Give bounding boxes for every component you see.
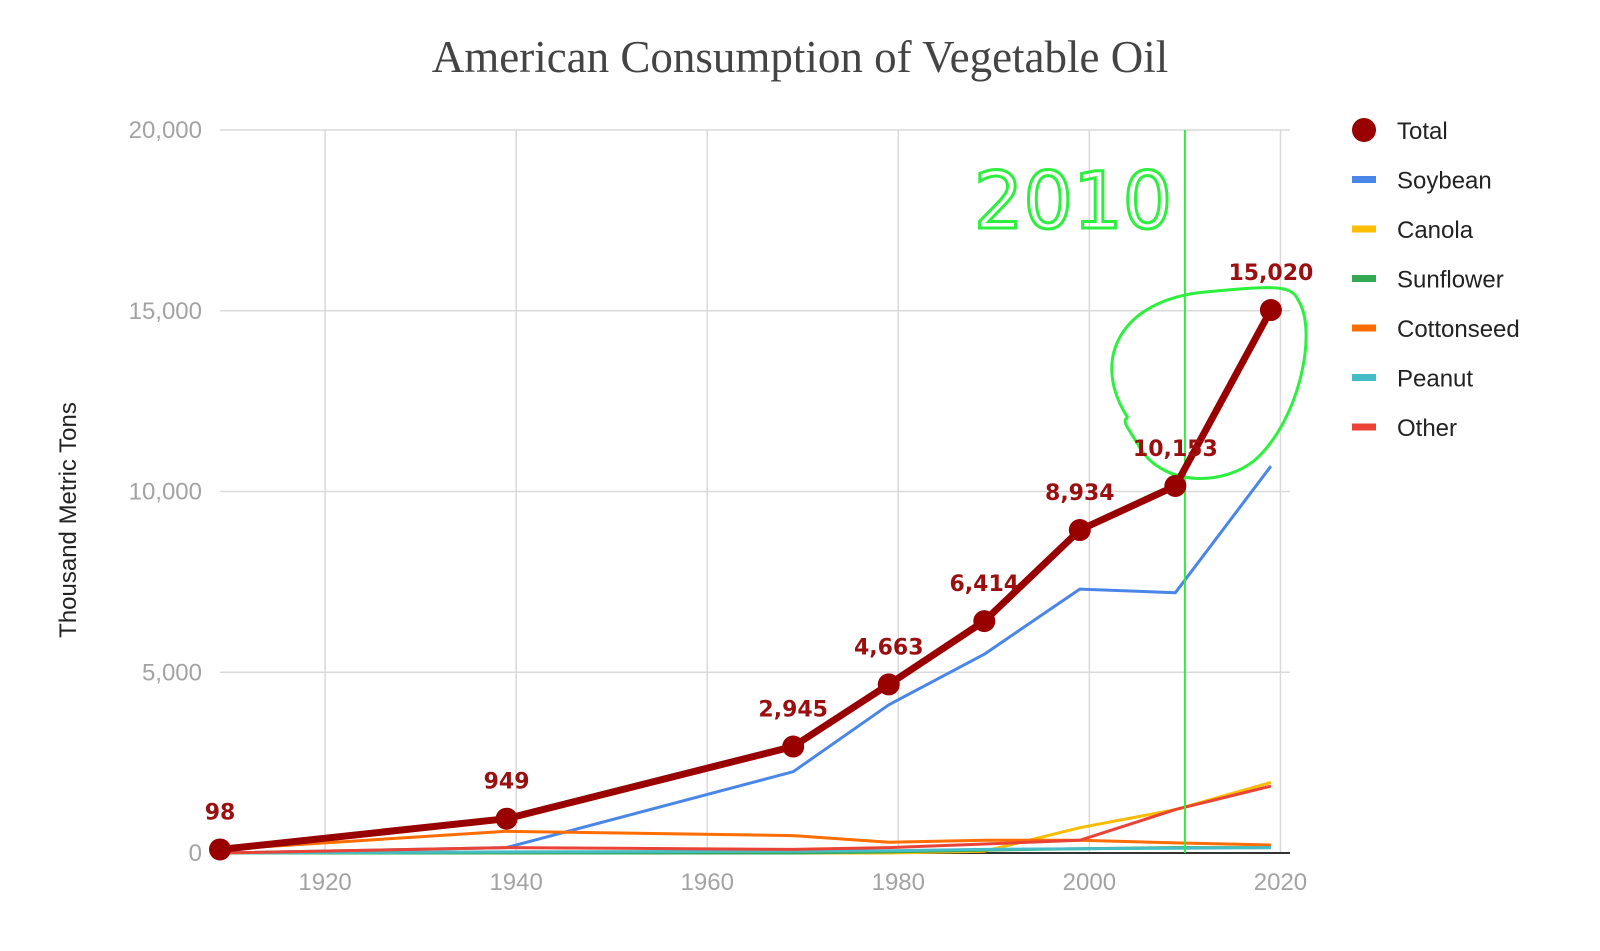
legend-label-cottonseed: Cottonseed [1397, 316, 1520, 343]
series-lines [219, 465, 1273, 855]
y-tick-label: 20,000 [129, 117, 202, 144]
series-line-other [219, 784, 1272, 855]
y-tick-label: 5,000 [142, 659, 202, 686]
total-point [1164, 474, 1187, 497]
y-tick-label: 15,000 [129, 298, 202, 325]
x-tick-label: 2000 [1063, 869, 1116, 896]
total-point [877, 673, 900, 696]
total-data-label: 2,945 [758, 698, 828, 723]
x-tick-label: 1920 [298, 869, 351, 896]
series-line-peanut [219, 846, 1271, 855]
legend-marker-total [1352, 118, 1376, 142]
annotation-2010: 2010 [972, 130, 1308, 853]
total-point [1259, 299, 1282, 322]
total-data-label: 6,414 [949, 572, 1019, 597]
y-tick-label: 0 [189, 840, 202, 867]
legend-label-canola: Canola [1397, 217, 1474, 244]
legend-swatch-sunflower [1352, 275, 1376, 282]
annotation-label: 2010 [974, 157, 1173, 247]
chart-title: American Consumption of Vegetable Oil [432, 32, 1169, 82]
legend: Total Soybean Canola Sunflower Cottonseed Pea… [1352, 118, 1520, 442]
total-data-label: 4,663 [854, 635, 924, 660]
legend-label-total: Total [1397, 118, 1448, 145]
x-tick-label: 1940 [489, 869, 542, 896]
axis-labels: 0 5,000 10,000 15,000 20,000 1920 1940 1960 1980… [129, 117, 1308, 896]
total-point [209, 838, 231, 861]
legend-swatch-soybean [1352, 176, 1376, 183]
legend-label-peanut: Peanut [1397, 366, 1473, 393]
x-tick-label: 1980 [872, 869, 925, 896]
x-tick-label: 2020 [1254, 869, 1307, 896]
total-series: 98 949 2,945 4,663 6,414 8,934 10,153 15,020 [205, 261, 1313, 861]
series-line-total [219, 308, 1274, 853]
total-point [973, 610, 996, 633]
legend-swatch-peanut [1352, 374, 1376, 381]
total-data-label: 15,020 [1228, 261, 1313, 286]
legend-swatch-other [1352, 423, 1376, 431]
series-line-cottonseed [219, 829, 1271, 851]
total-data-label: 8,934 [1045, 481, 1115, 506]
total-point [782, 735, 805, 758]
total-data-label: 10,153 [1133, 437, 1218, 462]
total-point [495, 807, 518, 830]
total-data-label: 98 [205, 800, 236, 825]
legend-label-soybean: Soybean [1397, 168, 1492, 195]
x-tick-label: 1960 [681, 869, 734, 896]
legend-label-sunflower: Sunflower [1397, 267, 1504, 294]
annotation-circle [1110, 286, 1308, 480]
legend-label-other: Other [1397, 415, 1457, 442]
y-tick-label: 10,000 [129, 479, 202, 506]
legend-swatch-canola [1352, 225, 1376, 233]
total-data-label: 949 [484, 770, 530, 795]
series-line-soybean [219, 465, 1273, 855]
y-axis-title: Thousand Metric Tons [55, 402, 82, 638]
legend-swatch-cottonseed [1352, 324, 1376, 332]
total-point [1068, 519, 1091, 542]
